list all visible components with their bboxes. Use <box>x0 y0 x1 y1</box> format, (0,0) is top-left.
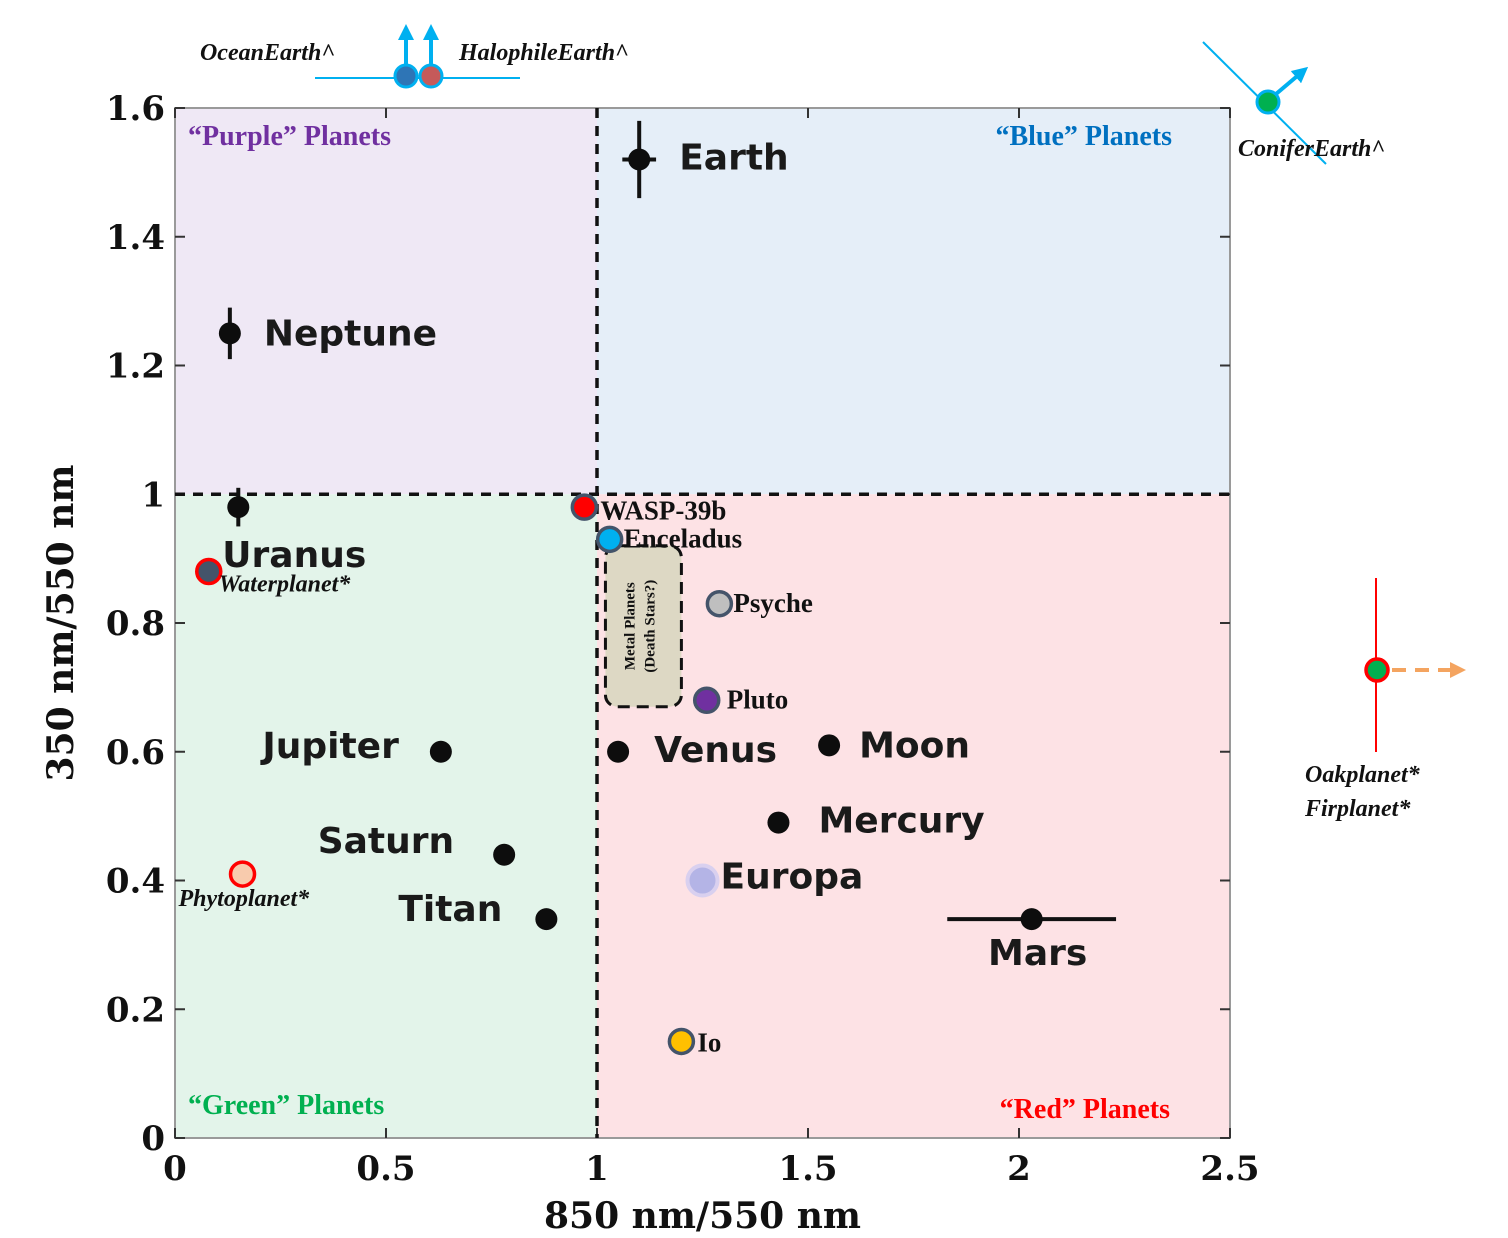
label-titan: Titan <box>398 889 502 930</box>
y-tick-label: 0.6 <box>106 733 165 773</box>
label-enceladus: Enceladus <box>624 524 743 554</box>
quadrant-label-green: “Green” Planets <box>188 1090 384 1121</box>
point-oceanearth <box>395 65 417 87</box>
label-oceanearth: OceanEarth^ <box>200 40 335 66</box>
x-tick-label: 1.5 <box>778 1149 837 1189</box>
point-moon <box>818 734 840 756</box>
metal-planets-label: Metal Planets <box>622 582 638 670</box>
label-saturn: Saturn <box>318 821 454 862</box>
label-uranus: Uranus <box>222 535 366 576</box>
y-tick-label: 0.2 <box>106 990 165 1030</box>
point-earth <box>628 149 650 171</box>
label-europa: Europa <box>721 857 864 898</box>
label-io: Io <box>697 1028 721 1058</box>
point-waterplanet <box>197 560 221 584</box>
y-tick-label: 0.4 <box>106 862 165 902</box>
label-wasp-39b: WASP-39b <box>600 495 726 525</box>
label-neptune: Neptune <box>264 313 437 354</box>
x-tick-label: 1 <box>585 1149 609 1189</box>
y-tick-label: 1.2 <box>106 347 165 387</box>
x-tick-label: 2.5 <box>1200 1149 1259 1189</box>
y-tick-label: 1 <box>141 475 165 515</box>
label-jupiter: Jupiter <box>259 726 399 767</box>
label-pluto: Pluto <box>727 684 789 714</box>
point-oak-fir <box>1366 659 1388 681</box>
label-moon: Moon <box>859 725 970 766</box>
point-psyche <box>707 592 731 616</box>
point-halophileearth <box>420 65 442 87</box>
label-venus: Venus <box>654 730 777 771</box>
label-oakplanet: Oakplanet* <box>1305 762 1421 788</box>
y-tick-label: 1.6 <box>106 89 165 129</box>
point-enceladus <box>598 527 622 551</box>
y-tick-label: 1.4 <box>106 218 165 258</box>
x-tick-label: 0 <box>163 1149 187 1189</box>
label-mars: Mars <box>988 933 1087 974</box>
label-waterplanet: Waterplanet* <box>219 572 352 598</box>
y-axis-title: 350 nm/550 nm <box>40 464 82 781</box>
arrow-coniferearth <box>1276 72 1302 94</box>
point-mercury <box>767 812 789 834</box>
y-tick-label: 0 <box>141 1119 165 1159</box>
quadrant-purple <box>175 108 597 494</box>
point-mars <box>1021 908 1043 930</box>
point-wasp-39b <box>572 495 596 519</box>
label-firplanet: Firplanet* <box>1304 796 1411 822</box>
point-jupiter <box>430 741 452 763</box>
x-axis-title: 850 nm/550 nm <box>544 1195 861 1237</box>
point-io <box>669 1029 693 1053</box>
point-titan <box>535 908 557 930</box>
quadrant-label-blue: “Blue” Planets <box>995 121 1172 152</box>
x-tick-label: 2 <box>1007 1149 1031 1189</box>
point-coniferearth <box>1257 91 1279 113</box>
point-europa <box>688 866 718 896</box>
point-neptune <box>219 322 241 344</box>
label-mercury: Mercury <box>818 801 984 842</box>
label-halophileearth: HalophileEarth^ <box>458 40 629 66</box>
quadrant-label-red: “Red” Planets <box>1000 1094 1170 1125</box>
label-psyche: Psyche <box>733 588 813 618</box>
label-coniferearth: ConiferEarth^ <box>1238 136 1385 162</box>
y-tick-label: 0.8 <box>106 604 165 644</box>
x-tick-label: 0.5 <box>356 1149 415 1189</box>
metal-planets-sublabel: (Death Stars?) <box>642 580 658 673</box>
point-phytoplanet <box>231 862 255 886</box>
point-saturn <box>493 844 515 866</box>
point-pluto <box>695 688 719 712</box>
label-earth: Earth <box>679 138 788 179</box>
point-venus <box>607 741 629 763</box>
point-uranus <box>227 496 249 518</box>
quadrant-label-purple: “Purple” Planets <box>188 121 391 152</box>
label-phytoplanet: Phytoplanet* <box>178 886 311 912</box>
